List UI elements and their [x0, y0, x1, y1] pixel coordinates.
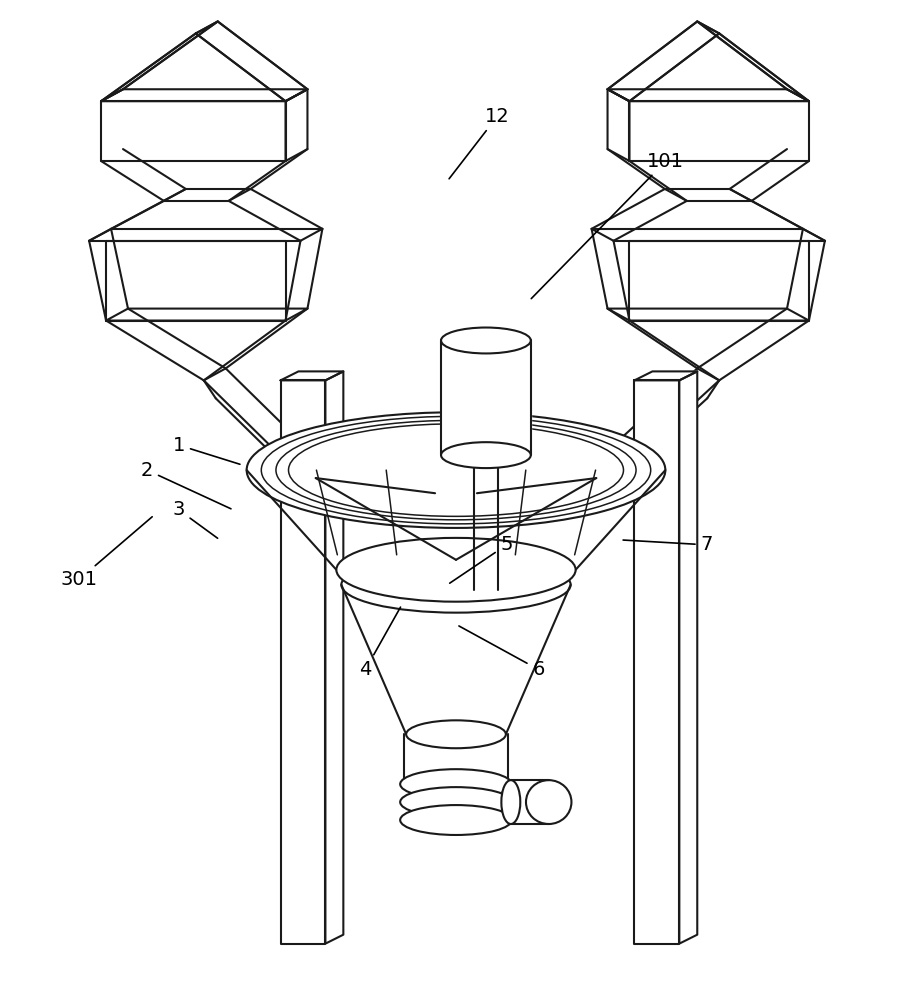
Text: 1: 1	[173, 436, 240, 464]
Polygon shape	[195, 21, 308, 101]
Ellipse shape	[526, 780, 572, 824]
Text: 101: 101	[531, 152, 685, 299]
Polygon shape	[286, 89, 308, 161]
Ellipse shape	[341, 557, 571, 613]
Text: 4: 4	[360, 607, 401, 679]
Text: 2: 2	[141, 461, 231, 509]
Polygon shape	[607, 21, 719, 101]
Polygon shape	[101, 21, 217, 101]
Text: 5: 5	[450, 535, 513, 583]
Polygon shape	[635, 380, 679, 944]
Ellipse shape	[441, 328, 530, 353]
Polygon shape	[280, 380, 325, 944]
Polygon shape	[441, 340, 530, 455]
Ellipse shape	[441, 442, 530, 468]
Polygon shape	[607, 309, 809, 321]
Text: 6: 6	[459, 626, 545, 679]
Text: 12: 12	[449, 107, 509, 179]
Text: 301: 301	[60, 517, 152, 589]
Polygon shape	[635, 371, 698, 380]
Ellipse shape	[400, 787, 512, 817]
Ellipse shape	[400, 769, 512, 799]
Polygon shape	[106, 309, 308, 321]
Ellipse shape	[501, 780, 520, 824]
Polygon shape	[629, 241, 809, 321]
Ellipse shape	[400, 805, 512, 835]
Text: 7: 7	[623, 535, 713, 554]
Text: 3: 3	[173, 500, 217, 538]
Ellipse shape	[247, 412, 666, 528]
Polygon shape	[679, 371, 698, 944]
Ellipse shape	[406, 720, 506, 748]
Polygon shape	[101, 89, 308, 101]
Polygon shape	[325, 371, 343, 944]
Polygon shape	[101, 101, 286, 161]
Polygon shape	[106, 241, 286, 321]
Polygon shape	[629, 101, 809, 161]
Polygon shape	[607, 89, 809, 101]
Polygon shape	[607, 89, 629, 161]
Ellipse shape	[336, 538, 575, 602]
Polygon shape	[698, 21, 809, 101]
Polygon shape	[280, 371, 343, 380]
